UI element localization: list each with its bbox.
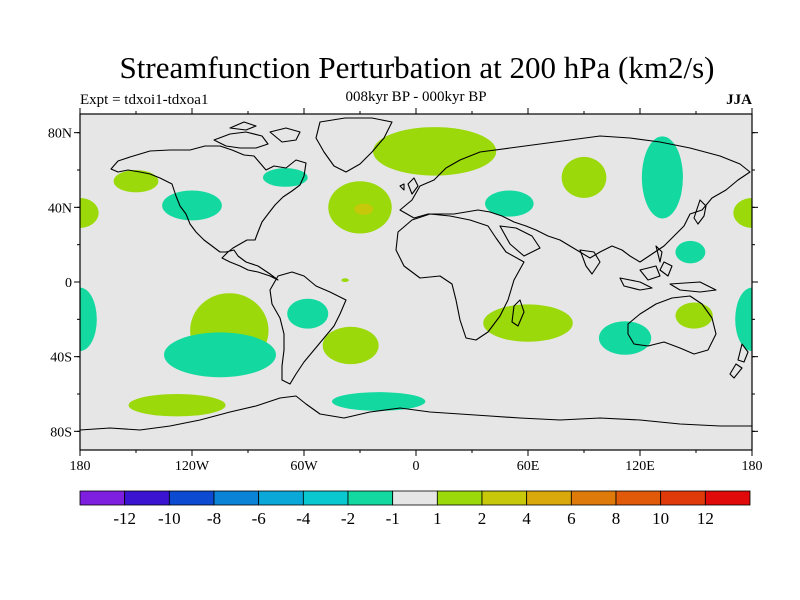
anomaly-region-4 xyxy=(733,198,752,228)
period-subtitle: 008kyr BP - 000kyr BP xyxy=(345,89,487,105)
experiment-label: Expt = tdxoi1-tdxoa1 xyxy=(80,92,209,108)
coastline-british-isles xyxy=(399,177,419,195)
colorbar: -12 -10 -8 -6 -4 -2 -1 1 2 4 6 8 10 12 xyxy=(79,490,751,528)
lon-tick-label: 180 xyxy=(742,459,763,474)
anomaly-layer xyxy=(80,127,752,417)
colorbar-swatch xyxy=(347,490,394,506)
colorbar-label: -8 xyxy=(207,509,221,528)
season-label: JJA xyxy=(726,92,752,108)
coastline-arctic-islands xyxy=(213,121,301,149)
colorbar-swatch xyxy=(660,490,706,506)
anomaly-region-1 xyxy=(113,170,159,193)
anomaly-region-9 xyxy=(485,190,534,217)
coastline-greenland xyxy=(315,117,393,173)
colorbar-swatch xyxy=(392,490,438,506)
lon-tick-label: 0 xyxy=(413,459,420,474)
colorbar-label: -6 xyxy=(252,509,266,528)
colorbar-swatch xyxy=(436,490,483,506)
colorbar-label: -10 xyxy=(158,509,181,528)
anomaly-region-16 xyxy=(164,332,276,378)
lat-tick-label: 40S xyxy=(50,351,72,366)
coastline-south-america xyxy=(269,271,347,385)
colorbar-label: 10 xyxy=(652,509,669,528)
colorbar-label: 4 xyxy=(522,509,531,528)
anomaly-region-2 xyxy=(162,190,222,221)
anomaly-region-20 xyxy=(483,304,573,342)
colorbar-label: -12 xyxy=(113,509,136,528)
lat-tick-label: 0 xyxy=(65,276,72,291)
anomaly-region-17 xyxy=(287,298,329,329)
anomaly-region-22 xyxy=(675,302,713,329)
coastline-new-zealand xyxy=(729,343,749,379)
lat-tick-label: 80S xyxy=(50,425,72,440)
colorbar-label: -2 xyxy=(341,509,355,528)
coastline-north-america xyxy=(110,145,307,281)
lon-tick-label: 120W xyxy=(175,459,210,474)
axis-ticks: 80N 40N 0 40S 80S 180 120W 60W 0 60E 120E 180 xyxy=(48,108,763,474)
anomaly-region-24 xyxy=(332,392,426,411)
coastline-japan xyxy=(693,199,707,225)
anomaly-region-13 xyxy=(80,287,97,352)
colorbar-swatch xyxy=(704,490,751,506)
coastline-antarctica xyxy=(80,395,752,431)
colorbar-swatch xyxy=(124,490,170,506)
coastline-eurasia xyxy=(399,135,751,263)
coastline-africa xyxy=(395,213,525,341)
colorbar-swatch xyxy=(615,490,662,506)
colorbar-swatch xyxy=(481,490,528,506)
chart-title: Streamfunction Perturbation at 200 hPa (… xyxy=(119,50,715,85)
coastline-madagascar xyxy=(511,299,525,327)
colorbar-swatch xyxy=(213,490,260,506)
colorbar-label: 1 xyxy=(433,509,442,528)
anomaly-region-18 xyxy=(322,326,379,365)
colorbar-swatch xyxy=(570,490,617,506)
anomaly-region-19 xyxy=(341,278,349,282)
anomaly-region-12 xyxy=(675,240,706,264)
anomaly-region-5 xyxy=(262,168,308,187)
anomaly-region-23 xyxy=(128,394,226,417)
lat-tick-label: 80N xyxy=(48,127,72,142)
anomaly-region-8 xyxy=(373,127,497,176)
lon-tick-label: 60E xyxy=(517,459,540,474)
lon-tick-label: 180 xyxy=(70,459,91,474)
anomaly-region-7 xyxy=(354,203,374,215)
anomaly-region-11 xyxy=(641,136,683,219)
colorbar-label: 6 xyxy=(567,509,576,528)
coastlines xyxy=(80,117,752,431)
colorbar-swatch xyxy=(79,490,126,506)
coastline-arabia-india xyxy=(499,225,601,275)
coastline-australia xyxy=(627,295,717,355)
colorbar-swatch xyxy=(168,490,215,506)
colorbar-label: 2 xyxy=(478,509,487,528)
colorbar-swatch xyxy=(258,490,304,506)
anomaly-region-21 xyxy=(598,321,652,355)
colorbar-label: -4 xyxy=(296,509,311,528)
lon-tick-label: 120E xyxy=(625,459,655,474)
colorbar-label: -1 xyxy=(386,509,400,528)
lon-tick-label: 60W xyxy=(290,459,318,474)
anomaly-region-10 xyxy=(561,156,607,198)
coastline-maritime-continent xyxy=(619,245,717,293)
colorbar-label: 8 xyxy=(612,509,621,528)
colorbar-swatch xyxy=(302,490,349,506)
anomaly-region-3 xyxy=(80,198,99,228)
colorbar-label: 12 xyxy=(697,509,714,528)
colorbar-swatch xyxy=(526,490,572,506)
anomaly-region-14 xyxy=(735,287,752,352)
lat-tick-label: 40N xyxy=(48,201,72,216)
